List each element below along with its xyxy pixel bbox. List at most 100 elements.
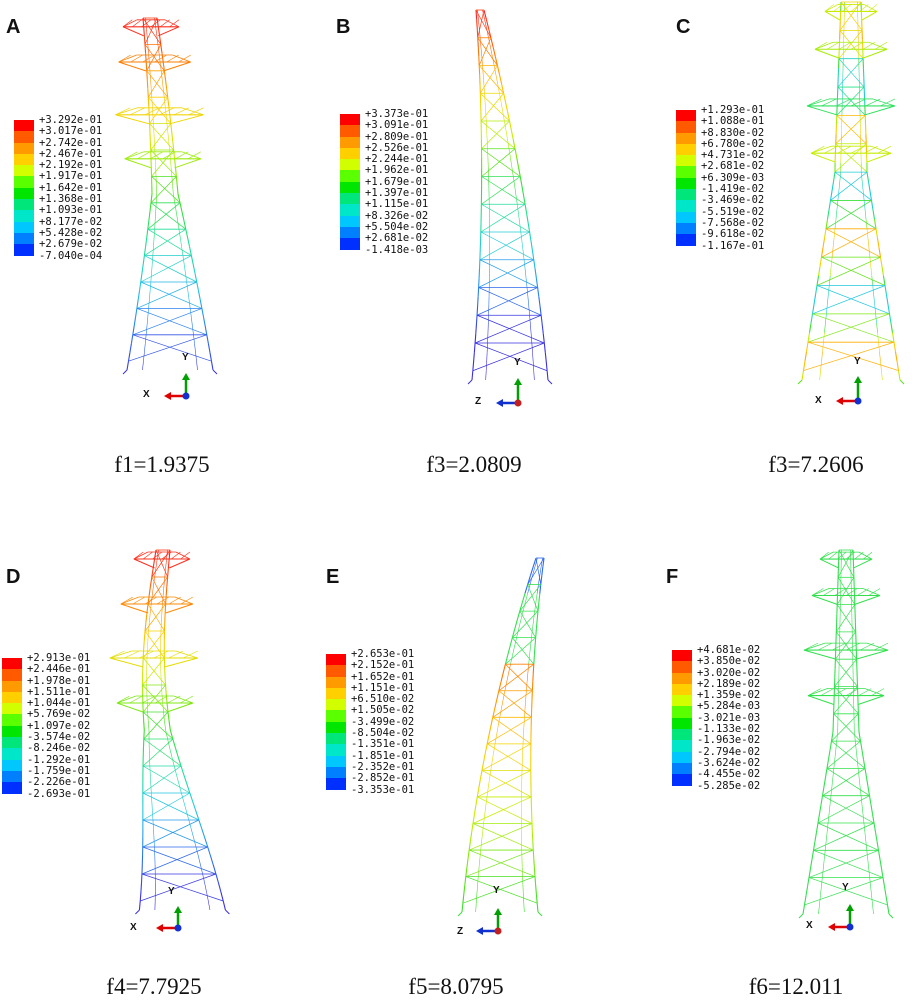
legend-swatch <box>2 737 22 749</box>
legend-swatch <box>340 170 360 182</box>
legend-value: +3.091e-01 <box>365 119 429 132</box>
legend-swatch <box>2 691 22 704</box>
legend-value: +5.284e-03 <box>697 700 761 713</box>
legend-swatch <box>14 120 34 132</box>
legend-swatch <box>672 762 692 775</box>
legend-value: -5.519e-02 <box>701 205 765 218</box>
axis-triad-icon <box>164 373 190 400</box>
legend-swatch <box>326 665 346 677</box>
legend-value: +4.681e-02 <box>697 644 761 656</box>
axis-triad-icon <box>836 376 862 405</box>
legend-value: -1.133e-02 <box>697 723 761 736</box>
legend-value: -1.351e-01 <box>351 738 415 751</box>
legend-value: -7.568e-02 <box>701 216 765 229</box>
legend-swatch <box>326 710 346 722</box>
legend-value: +2.526e-01 <box>365 141 429 154</box>
legend-value: +2.467e-01 <box>39 147 103 160</box>
legend-value: +5.769e-02 <box>27 708 91 721</box>
legend-swatch <box>676 234 696 246</box>
axis-h-label: X <box>143 389 150 400</box>
legend-swatch <box>340 215 360 227</box>
legend-value: -2.226e-01 <box>27 776 91 789</box>
legend-swatch <box>2 680 22 692</box>
legend-swatch <box>340 238 360 250</box>
legend-value: +2.192e-01 <box>39 159 103 172</box>
legend-swatch <box>14 221 34 233</box>
legend-swatch <box>676 110 696 122</box>
legend-swatch <box>672 717 692 730</box>
legend-swatch <box>676 132 696 144</box>
axis-triad-icon <box>156 906 182 932</box>
legend-swatch <box>326 721 346 734</box>
legend-swatch <box>326 699 346 711</box>
legend-swatch <box>2 770 22 783</box>
legend-value: -3.499e-02 <box>351 715 415 728</box>
legend-value: +4.731e-02 <box>701 149 765 162</box>
legend-value: -3.469e-02 <box>701 194 765 207</box>
legend-value: -4.455e-02 <box>697 768 761 781</box>
panel-label: B <box>336 16 351 38</box>
legend-value: +3.850e-02 <box>697 655 761 668</box>
frequency-caption: f3=7.2606 <box>768 452 864 477</box>
legend-swatch <box>340 125 360 137</box>
legend-value: -3.021e-03 <box>697 711 761 724</box>
legend-value: +3.020e-02 <box>697 666 761 679</box>
legend-value: -5.285e-02 <box>697 780 761 793</box>
legend-value: +6.510e-02 <box>351 693 415 706</box>
legend-value: +2.809e-01 <box>365 130 429 143</box>
legend-swatch <box>672 729 692 741</box>
legend-swatch <box>14 142 34 154</box>
legend-value: +1.088e-01 <box>701 115 765 128</box>
legend-value: -1.167e-01 <box>701 240 765 253</box>
legend-swatch <box>326 744 346 756</box>
legend-swatch <box>340 147 360 160</box>
legend-value: +2.913e-01 <box>27 652 91 664</box>
panel-label: C <box>676 16 691 38</box>
legend-value: +1.652e-01 <box>351 670 415 683</box>
legend-value: -9.618e-02 <box>701 228 765 241</box>
legend-value: +8.326e-02 <box>365 209 429 222</box>
legend-value: +1.917e-01 <box>39 170 103 183</box>
legend-swatch <box>676 189 696 201</box>
legend-value: +2.742e-01 <box>39 136 103 149</box>
legend-value: +2.189e-02 <box>697 677 761 690</box>
legend-value: +2.681e-02 <box>701 160 765 173</box>
frequency-caption: f3=2.0809 <box>426 452 522 477</box>
tower-mode-shape <box>467 9 553 385</box>
legend-value: +1.044e-01 <box>27 697 91 710</box>
legend-value: +2.446e-01 <box>27 663 91 676</box>
legend-value: +1.368e-01 <box>39 193 103 206</box>
legend-swatch <box>14 210 34 222</box>
legend-value: +1.359e-02 <box>697 689 761 702</box>
legend-value: +5.428e-02 <box>39 226 103 239</box>
legend-value: +6.309e-03 <box>701 171 765 184</box>
legend-swatch <box>340 136 360 148</box>
legend-value: +1.679e-01 <box>365 175 429 188</box>
legend-value: -3.624e-02 <box>697 756 761 769</box>
legend-swatch <box>14 199 34 211</box>
panel-label: E <box>326 566 340 588</box>
legend-swatch <box>340 193 360 205</box>
axis-v-label: Y <box>493 885 500 896</box>
tower-mode-shape <box>797 1 905 385</box>
legend-swatch <box>2 669 22 681</box>
legend-value: +2.244e-01 <box>365 153 429 166</box>
legend-value: +1.151e-01 <box>351 681 415 694</box>
legend-swatch <box>672 683 692 696</box>
legend-swatch <box>326 733 346 745</box>
axis-triad-icon <box>828 904 854 931</box>
legend-swatch <box>2 748 22 760</box>
legend-value: +2.679e-02 <box>39 238 103 251</box>
legend-swatch <box>340 114 360 126</box>
legend-value: +1.093e-01 <box>39 204 103 217</box>
legend-swatch <box>14 187 34 200</box>
panel-label: F <box>666 566 679 588</box>
legend-swatch <box>2 714 22 726</box>
legend-swatch <box>672 751 692 763</box>
legend-value: -2.693e-01 <box>27 788 91 801</box>
tower-mode-shape <box>457 557 545 917</box>
legend-swatch <box>676 143 696 156</box>
legend-swatch <box>2 759 22 771</box>
legend-value: -1.851e-01 <box>351 749 415 762</box>
axis-h-label: Z <box>457 926 464 937</box>
